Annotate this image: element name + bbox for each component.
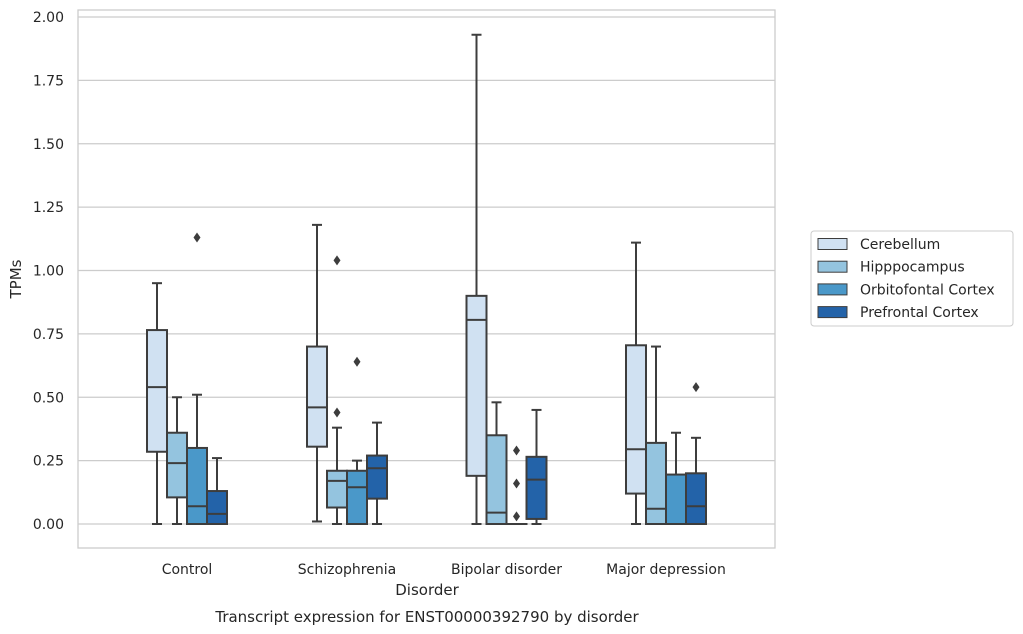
box-body (206, 490, 228, 526)
box-body (326, 469, 348, 509)
box-body (685, 472, 707, 525)
x-tick-label: Major depression (606, 562, 726, 578)
x-tick-label: Schizophrenia (298, 562, 396, 578)
box (306, 223, 328, 523)
legend-swatch (817, 283, 848, 296)
box-body (366, 454, 388, 500)
y-tick-label: 0.25 (33, 454, 64, 470)
x-axis-label: Disorder (395, 581, 459, 599)
y-tick-label: 0.00 (33, 517, 64, 533)
box (206, 457, 228, 526)
series-orbitofontal-cortex (186, 232, 687, 526)
box-body (166, 431, 188, 499)
legend-swatch (817, 260, 848, 273)
box-body (346, 469, 368, 526)
box (685, 382, 707, 525)
legend-label: Cerebellum (860, 237, 940, 253)
x-tick-label: Bipolar disorder (451, 562, 562, 578)
box (485, 401, 508, 525)
box (525, 408, 548, 525)
series-cerebellum (146, 33, 647, 525)
outlier-point (513, 478, 520, 489)
y-tick-label: 1.50 (33, 137, 64, 153)
outlier-point (353, 356, 361, 367)
box-body (465, 294, 488, 477)
y-tick-labels: 0.00 0.25 0.50 0.75 1.00 1.25 1.50 1.75 2.00 (33, 10, 64, 533)
box (625, 241, 647, 525)
figure-caption: Transcript expression for ENST0000039279… (214, 608, 639, 626)
legend-swatch (817, 306, 848, 319)
series-hipppocampus (166, 255, 667, 526)
box-body (186, 446, 208, 526)
plot-frame (77, 9, 776, 549)
outlier-point (513, 445, 520, 456)
legend: Cerebellum Hipppocampus Orbitofontal Corte… (810, 230, 1014, 327)
legend-frame (810, 230, 1014, 327)
box (465, 33, 488, 525)
y-tick-label: 2.00 (33, 10, 64, 26)
box-body (625, 344, 647, 495)
box-body (146, 329, 168, 453)
series-prefrontal-cortex (206, 382, 707, 526)
legend-label: Prefrontal Cortex (860, 305, 979, 321)
legend-label: Orbitofontal Cortex (860, 282, 995, 298)
outlier-point (692, 382, 700, 393)
box (366, 421, 388, 525)
box-body (525, 455, 548, 520)
y-tick-label: 0.75 (33, 327, 64, 343)
outlier-point (333, 407, 341, 418)
box-series (146, 33, 707, 526)
box (505, 445, 528, 526)
box (166, 396, 188, 525)
y-tick-label: 1.75 (33, 73, 64, 89)
box-body (485, 434, 508, 525)
y-tick-label: 1.25 (33, 200, 64, 216)
box-body (306, 345, 328, 448)
outlier-point (193, 232, 201, 243)
box (186, 232, 208, 526)
y-tick-label: 1.00 (33, 264, 64, 280)
y-axis-label: TPMs (7, 259, 25, 299)
box (645, 345, 667, 526)
legend-label: Hipppocampus (860, 260, 965, 276)
legend-swatch (817, 238, 848, 250)
outlier-point (333, 255, 341, 266)
x-tick-labels: Control Schizophrenia Bipolar disorder Majo… (162, 562, 726, 578)
box-body (645, 441, 667, 526)
outlier-point (513, 511, 520, 522)
y-tick-label: 0.50 (33, 390, 64, 406)
x-tick-label: Control (162, 562, 213, 578)
box-body (665, 473, 687, 526)
box (146, 282, 168, 525)
